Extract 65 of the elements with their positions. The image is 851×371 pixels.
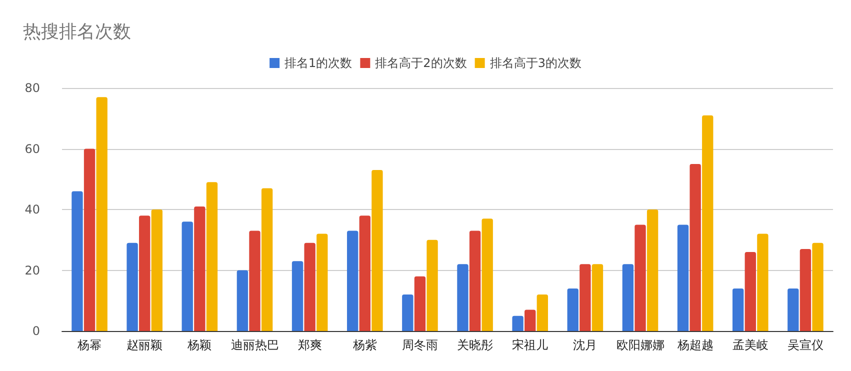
bar: [151, 210, 163, 331]
x-tick-label: 杨紫: [352, 338, 377, 352]
x-tick-label: 郑爽: [298, 338, 322, 352]
bar: [482, 218, 493, 331]
bar: [249, 230, 260, 331]
bar: [567, 288, 578, 331]
bar: [292, 261, 304, 331]
x-tick-label: 杨颖: [186, 338, 212, 352]
bar: [524, 310, 536, 331]
bar: [580, 264, 591, 331]
bar: [346, 230, 358, 331]
bar: [634, 224, 646, 331]
bar: [72, 191, 83, 331]
bar: [732, 288, 744, 331]
x-tick-label: 宋祖儿: [512, 338, 548, 352]
bar: [788, 288, 799, 331]
y-tick-label: 20: [24, 263, 40, 278]
bar: [84, 148, 96, 331]
x-tick-label: 关晓彤: [457, 338, 494, 352]
bar: [316, 234, 328, 331]
bar: [426, 240, 438, 331]
x-tick-label: 沈月: [573, 338, 598, 352]
bar: [414, 276, 426, 331]
bar: [622, 264, 634, 331]
bar: [236, 270, 248, 331]
x-tick-label: 周冬雨: [402, 338, 438, 352]
y-tick-label: 60: [24, 142, 40, 156]
bar: [194, 206, 206, 331]
bar: [812, 242, 824, 331]
bar: [702, 115, 714, 331]
bar: [677, 224, 689, 331]
x-tick-label: 杨超越: [676, 338, 714, 352]
legend-label: 排名1的次数: [284, 56, 352, 70]
y-tick-label: 80: [24, 81, 40, 95]
x-tick-label: 迪丽热巴: [230, 338, 279, 352]
bar: [536, 294, 548, 331]
bar: [126, 242, 138, 331]
legend-label: 排名高于3的次数: [490, 56, 582, 70]
x-tick-label: 杨幂: [76, 338, 102, 352]
x-tick-label: 吴宣仪: [787, 338, 824, 352]
bar: [512, 316, 524, 331]
bar: [96, 97, 108, 331]
bar: [592, 264, 604, 331]
bar: [139, 216, 150, 331]
bar: [744, 252, 756, 331]
bar: [757, 234, 768, 331]
bar: [690, 164, 701, 331]
bar: [800, 248, 812, 331]
x-tick-label: 欧阳娜娜: [616, 338, 664, 352]
y-tick-label: 40: [24, 202, 40, 216]
legend-label: 排名高于2的次数: [375, 56, 467, 70]
bar: [261, 188, 273, 331]
bar: [457, 264, 468, 331]
chart-title: 热搜排名次数: [23, 22, 131, 42]
bar: [469, 230, 481, 331]
x-tick-label: 赵丽颖: [126, 338, 163, 352]
bar: [206, 182, 218, 331]
bar: [402, 294, 414, 331]
bar: [359, 216, 370, 331]
y-tick-label: 0: [32, 324, 40, 338]
bar: [182, 222, 193, 331]
x-tick-label: 孟美岐: [732, 338, 768, 352]
bar: [646, 210, 658, 331]
bar: [372, 170, 383, 331]
bar: [304, 242, 316, 331]
